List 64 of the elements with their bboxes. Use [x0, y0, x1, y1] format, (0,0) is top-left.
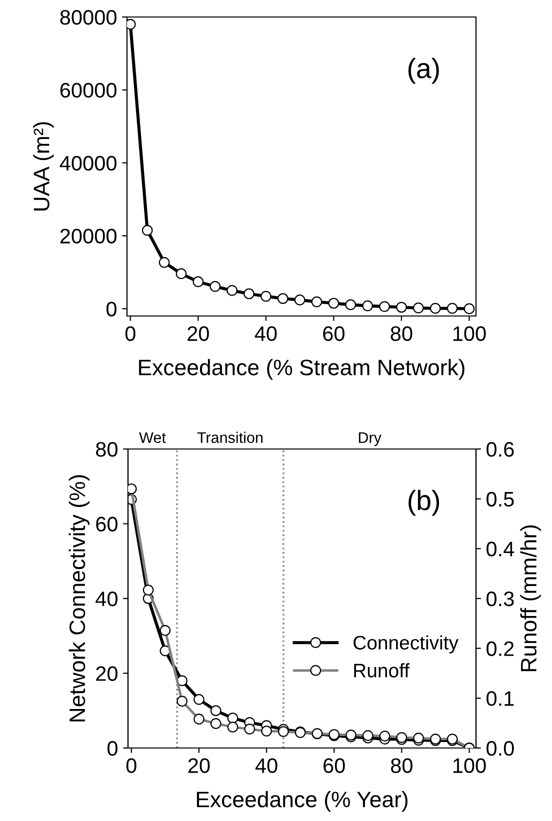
point: [226, 285, 238, 296]
x-tick-label: 80: [390, 758, 412, 774]
x-tick-label: 60: [324, 758, 345, 774]
y-tick-label: 20: [96, 666, 118, 682]
y2-tick-label: 0.0: [486, 741, 514, 756]
x-tick-label: 20: [188, 758, 210, 774]
y-axis-title: Network Connectivity (%): [68, 475, 90, 722]
point: [430, 302, 441, 314]
y2-tick-label: 0.2: [486, 641, 514, 656]
text: Dry: [358, 432, 382, 446]
y-tick-label: 20000: [60, 228, 116, 244]
x-tick-label: 60: [323, 326, 344, 342]
point: [362, 300, 373, 312]
y-tick-label: 0: [106, 302, 116, 316]
x-axis-title: Exceedance (% Year): [196, 791, 408, 812]
y-tick-label: 40: [96, 592, 118, 606]
y2-axis-title: Runoff (mm/hr): [520, 525, 541, 672]
legend-label: Runoff: [354, 663, 410, 678]
point: [446, 302, 458, 314]
y-axis-title: UAA (m²): [33, 122, 54, 210]
x-tick-label: 100: [453, 326, 486, 342]
x-tick-label: 80: [390, 326, 412, 342]
y-tick-label: 80000: [60, 10, 116, 25]
point: [194, 694, 204, 705]
point: [210, 281, 221, 292]
y2-tick-label: 0.6: [486, 442, 514, 457]
x-tick-label: 40: [254, 326, 277, 342]
y2-tick-label: 0.5: [486, 492, 514, 507]
point: [345, 299, 356, 310]
annotation: (b): [408, 490, 440, 516]
x-tick-label: 0: [125, 326, 136, 342]
point: [311, 296, 322, 308]
point: [244, 288, 254, 300]
x-tick-label: 20: [188, 326, 209, 342]
point: [142, 224, 153, 236]
point: [158, 256, 170, 268]
point: [277, 293, 288, 304]
y-tick-label: 40000: [60, 156, 116, 171]
point: [379, 301, 390, 312]
y2-tick-label: 0.3: [486, 592, 514, 606]
point: [260, 290, 272, 302]
point: [192, 276, 204, 288]
legend-label: Connectivity: [354, 635, 458, 654]
point: [210, 705, 222, 716]
point: [412, 302, 424, 314]
point: [294, 294, 306, 306]
y2-tick-label: 0.4: [486, 542, 514, 556]
point: [328, 298, 340, 309]
point: [464, 303, 475, 314]
x-tick-label: 40: [255, 758, 278, 774]
text: Transition: [197, 432, 262, 443]
point: [176, 268, 187, 280]
y-tick-label: 60000: [60, 82, 116, 98]
x-tick-label: 100: [453, 758, 486, 774]
text: Wet: [139, 432, 166, 443]
y-tick-label: 80: [96, 442, 118, 457]
x-tick-label: 0: [126, 758, 136, 774]
annotation: (a): [408, 58, 439, 84]
point: [227, 712, 238, 724]
y2-tick-label: 0.1: [486, 691, 514, 706]
x-axis-title: Exceedance (% Stream Network): [139, 359, 464, 380]
y-tick-label: 0: [108, 741, 118, 756]
point: [396, 302, 407, 313]
y-tick-label: 60: [96, 516, 118, 532]
